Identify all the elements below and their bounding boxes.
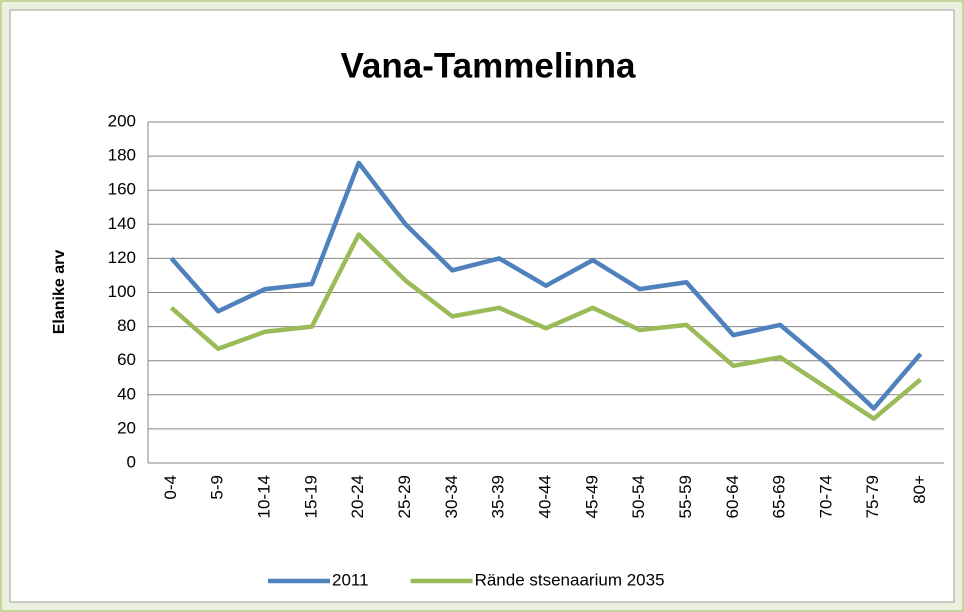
x-tick-label: 30-34	[442, 475, 461, 518]
x-tick-label: 75-79	[863, 475, 882, 518]
y-tick-label: 200	[108, 111, 136, 130]
legend-label: 2011	[332, 570, 369, 589]
y-tick-label: 100	[108, 282, 136, 301]
y-tick-label: 180	[108, 146, 136, 165]
y-tick-label: 40	[117, 384, 136, 403]
y-tick-label: 60	[117, 350, 136, 369]
x-tick-label: 80+	[910, 475, 929, 504]
x-tick-label: 10-14	[255, 475, 274, 518]
chart-area	[9, 9, 955, 603]
y-tick-label: 120	[108, 248, 136, 267]
x-tick-label: 35-39	[489, 475, 508, 518]
y-axis-label: Elanike arv	[51, 250, 68, 335]
chart-title: Vana-Tammelinna	[340, 46, 636, 85]
x-tick-label: 0-4	[161, 475, 180, 500]
x-tick-label: 45-49	[582, 475, 601, 518]
y-tick-label: 80	[117, 316, 136, 335]
line-series	[169, 160, 923, 411]
x-tick-label: 65-69	[770, 475, 789, 518]
y-tick-label: 0	[127, 452, 136, 471]
x-tick-label: 60-64	[723, 475, 742, 518]
y-tick-label: 20	[117, 418, 136, 437]
x-tick-label: 15-19	[301, 475, 320, 518]
x-tick-label: 55-59	[676, 475, 695, 518]
x-tick-label: 25-29	[395, 475, 414, 518]
y-tick-label: 140	[108, 214, 136, 233]
x-tick-label: 50-54	[629, 475, 648, 518]
line-series	[169, 232, 923, 421]
x-tick-label: 40-44	[535, 475, 554, 518]
y-tick-label: 160	[108, 180, 136, 199]
x-tick-label: 5-9	[208, 475, 227, 500]
x-tick-label: 70-74	[816, 475, 835, 518]
legend-label: Rände stsenaarium 2035	[475, 570, 665, 589]
x-tick-label: 20-24	[348, 475, 367, 518]
